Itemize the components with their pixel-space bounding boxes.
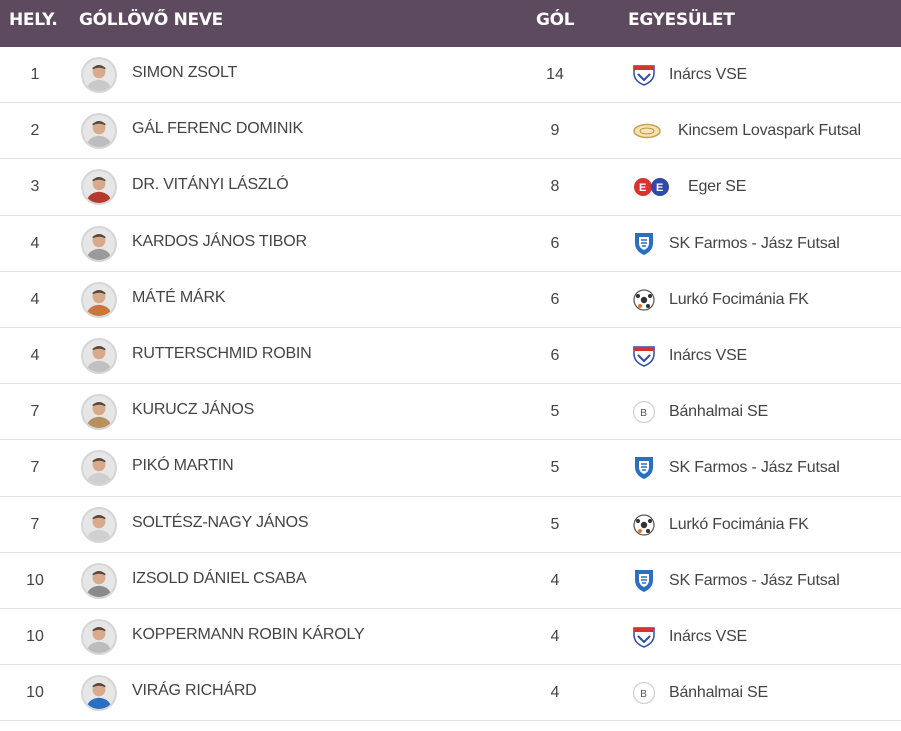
player-avatar	[81, 562, 117, 599]
row-goals: 5	[550, 459, 560, 477]
sk-farmos-logo-icon	[632, 232, 656, 256]
row-rank: 2	[30, 122, 40, 140]
player-avatar	[81, 394, 117, 431]
player-name[interactable]: DR. VITÁNYI LÁSZLÓ	[132, 176, 289, 194]
sk-farmos-logo-icon	[632, 456, 656, 480]
sk-farmos-logo-icon	[632, 569, 656, 593]
row-rank: 7	[30, 403, 40, 421]
row-goals: 6	[550, 346, 560, 364]
table-row: 2 GÁL FERENC DOMINIK 9 Kincsem Lovaspark Fu…	[0, 103, 901, 160]
svg-text:E: E	[639, 182, 646, 194]
player-avatar	[81, 225, 117, 262]
player-name[interactable]: SOLTÉSZ-NAGY JÁNOS	[132, 513, 309, 531]
player-avatar	[81, 337, 117, 374]
player-name[interactable]: KURUCZ JÁNOS	[132, 401, 255, 419]
row-rank: 10	[26, 627, 44, 645]
svg-text:B: B	[640, 689, 647, 700]
club-name[interactable]: SK Farmos - Jász Futsal	[669, 459, 840, 477]
lurko-logo-icon	[632, 288, 656, 312]
inarcs-vse-logo-icon	[632, 63, 656, 87]
player-name[interactable]: SIMON ZSOLT	[132, 64, 238, 81]
player-name[interactable]: RUTTERSCHMID ROBIN	[132, 344, 312, 362]
banhalmai-logo-icon: B	[632, 681, 656, 705]
player-name[interactable]: GÁL FERENC DOMINIK	[132, 120, 303, 138]
banhalmai-logo-icon: B	[632, 400, 656, 424]
table-row: 3 DR. VITÁNYI LÁSZLÓ 8 E E Eger SE	[0, 159, 901, 216]
club-name[interactable]: Bánhalmai SE	[669, 403, 768, 421]
player-avatar	[81, 57, 117, 93]
header-club: EGYESÜLET	[628, 10, 735, 30]
club-name[interactable]: Bánhalmai SE	[669, 684, 768, 702]
row-rank: 1	[30, 66, 40, 83]
row-rank: 4	[30, 346, 40, 364]
player-avatar	[81, 506, 117, 543]
row-goals: 4	[550, 684, 560, 702]
header-rank: HELY.	[9, 10, 58, 30]
row-rank: 10	[26, 571, 44, 589]
player-avatar	[81, 450, 117, 487]
row-rank: 4	[30, 234, 40, 252]
player-name[interactable]: KARDOS JÁNOS TIBOR	[132, 232, 307, 250]
table-row: 7 PIKÓ MARTIN 5 SK Farmos - Jász Futsal	[0, 440, 901, 497]
row-rank: 3	[30, 178, 40, 196]
row-rank: 4	[30, 290, 40, 308]
club-name[interactable]: Lurkó Focimánia FK	[669, 290, 809, 308]
club-name[interactable]: SK Farmos - Jász Futsal	[669, 571, 840, 589]
row-goals: 4	[550, 571, 560, 589]
row-goals: 6	[550, 290, 560, 308]
table-row: 4 KARDOS JÁNOS TIBOR 6 SK Farmos - Jász Fut…	[0, 216, 901, 272]
table-body: 1 SIMON ZSOLT 14 Inárcs VSE 2 GÁL FERENC DOMI…	[0, 47, 901, 722]
row-goals: 4	[550, 627, 560, 645]
player-avatar	[81, 169, 117, 206]
player-name[interactable]: IZSOLD DÁNIEL CSABA	[132, 569, 307, 587]
kincsem-logo-icon	[632, 119, 662, 143]
row-goals: 5	[550, 403, 560, 421]
player-name[interactable]: MÁTÉ MÁRK	[132, 288, 226, 306]
row-rank: 7	[30, 459, 40, 477]
player-name[interactable]: KOPPERMANN ROBIN KÁROLY	[132, 625, 365, 643]
club-name[interactable]: Eger SE	[688, 178, 747, 196]
player-name[interactable]: PIKÓ MARTIN	[132, 457, 234, 475]
club-name[interactable]: Inárcs VSE	[669, 66, 748, 83]
table-row: 7 SOLTÉSZ-NAGY JÁNOS 5 Lurkó Focimánia FK	[0, 497, 901, 553]
table-row: 10 IZSOLD DÁNIEL CSABA 4 SK Farmos - Jász F…	[0, 553, 901, 609]
row-goals: 8	[550, 178, 560, 196]
row-goals: 9	[550, 122, 560, 140]
club-name[interactable]: Inárcs VSE	[669, 627, 748, 645]
table-row: 10 VIRÁG RICHÁRD 4 B Bánhalmai SE	[0, 665, 901, 722]
table-row: 7 KURUCZ JÁNOS 5 B Bánhalmai SE	[0, 384, 901, 441]
player-avatar	[81, 675, 117, 712]
table-row: 4 MÁTÉ MÁRK 6 Lurkó Focimánia FK	[0, 272, 901, 328]
club-name[interactable]: SK Farmos - Jász Futsal	[669, 234, 840, 252]
inarcs-vse-logo-icon	[632, 344, 656, 368]
lurko-logo-icon	[632, 513, 656, 537]
row-goals: 6	[550, 234, 560, 252]
row-goals: 14	[546, 66, 564, 83]
table-row: 10 KOPPERMANN ROBIN KÁROLY 4 Inárcs VSE	[0, 609, 901, 666]
inarcs-vse-logo-icon	[632, 625, 656, 649]
header-name: GÓLLÖVŐ NEVE	[79, 10, 223, 30]
row-goals: 5	[550, 515, 560, 533]
row-rank: 7	[30, 515, 40, 533]
club-name[interactable]: Inárcs VSE	[669, 346, 748, 364]
table-header: HELY. GÓLLÖVŐ NEVE GÓL EGYESÜLET	[0, 0, 901, 47]
header-goals: GÓL	[536, 10, 575, 30]
table-row: 4 RUTTERSCHMID ROBIN 6 Inárcs VSE	[0, 328, 901, 385]
svg-text:E: E	[656, 182, 663, 194]
club-name[interactable]: Lurkó Focimánia FK	[669, 515, 809, 533]
club-name[interactable]: Kincsem Lovaspark Futsal	[678, 122, 861, 140]
player-avatar	[81, 281, 117, 318]
player-avatar	[81, 618, 117, 655]
table-row: 1 SIMON ZSOLT 14 Inárcs VSE	[0, 47, 901, 104]
row-rank: 10	[26, 684, 44, 702]
player-name[interactable]: VIRÁG RICHÁRD	[132, 682, 257, 700]
svg-text:B: B	[640, 408, 647, 419]
player-avatar	[81, 113, 117, 150]
